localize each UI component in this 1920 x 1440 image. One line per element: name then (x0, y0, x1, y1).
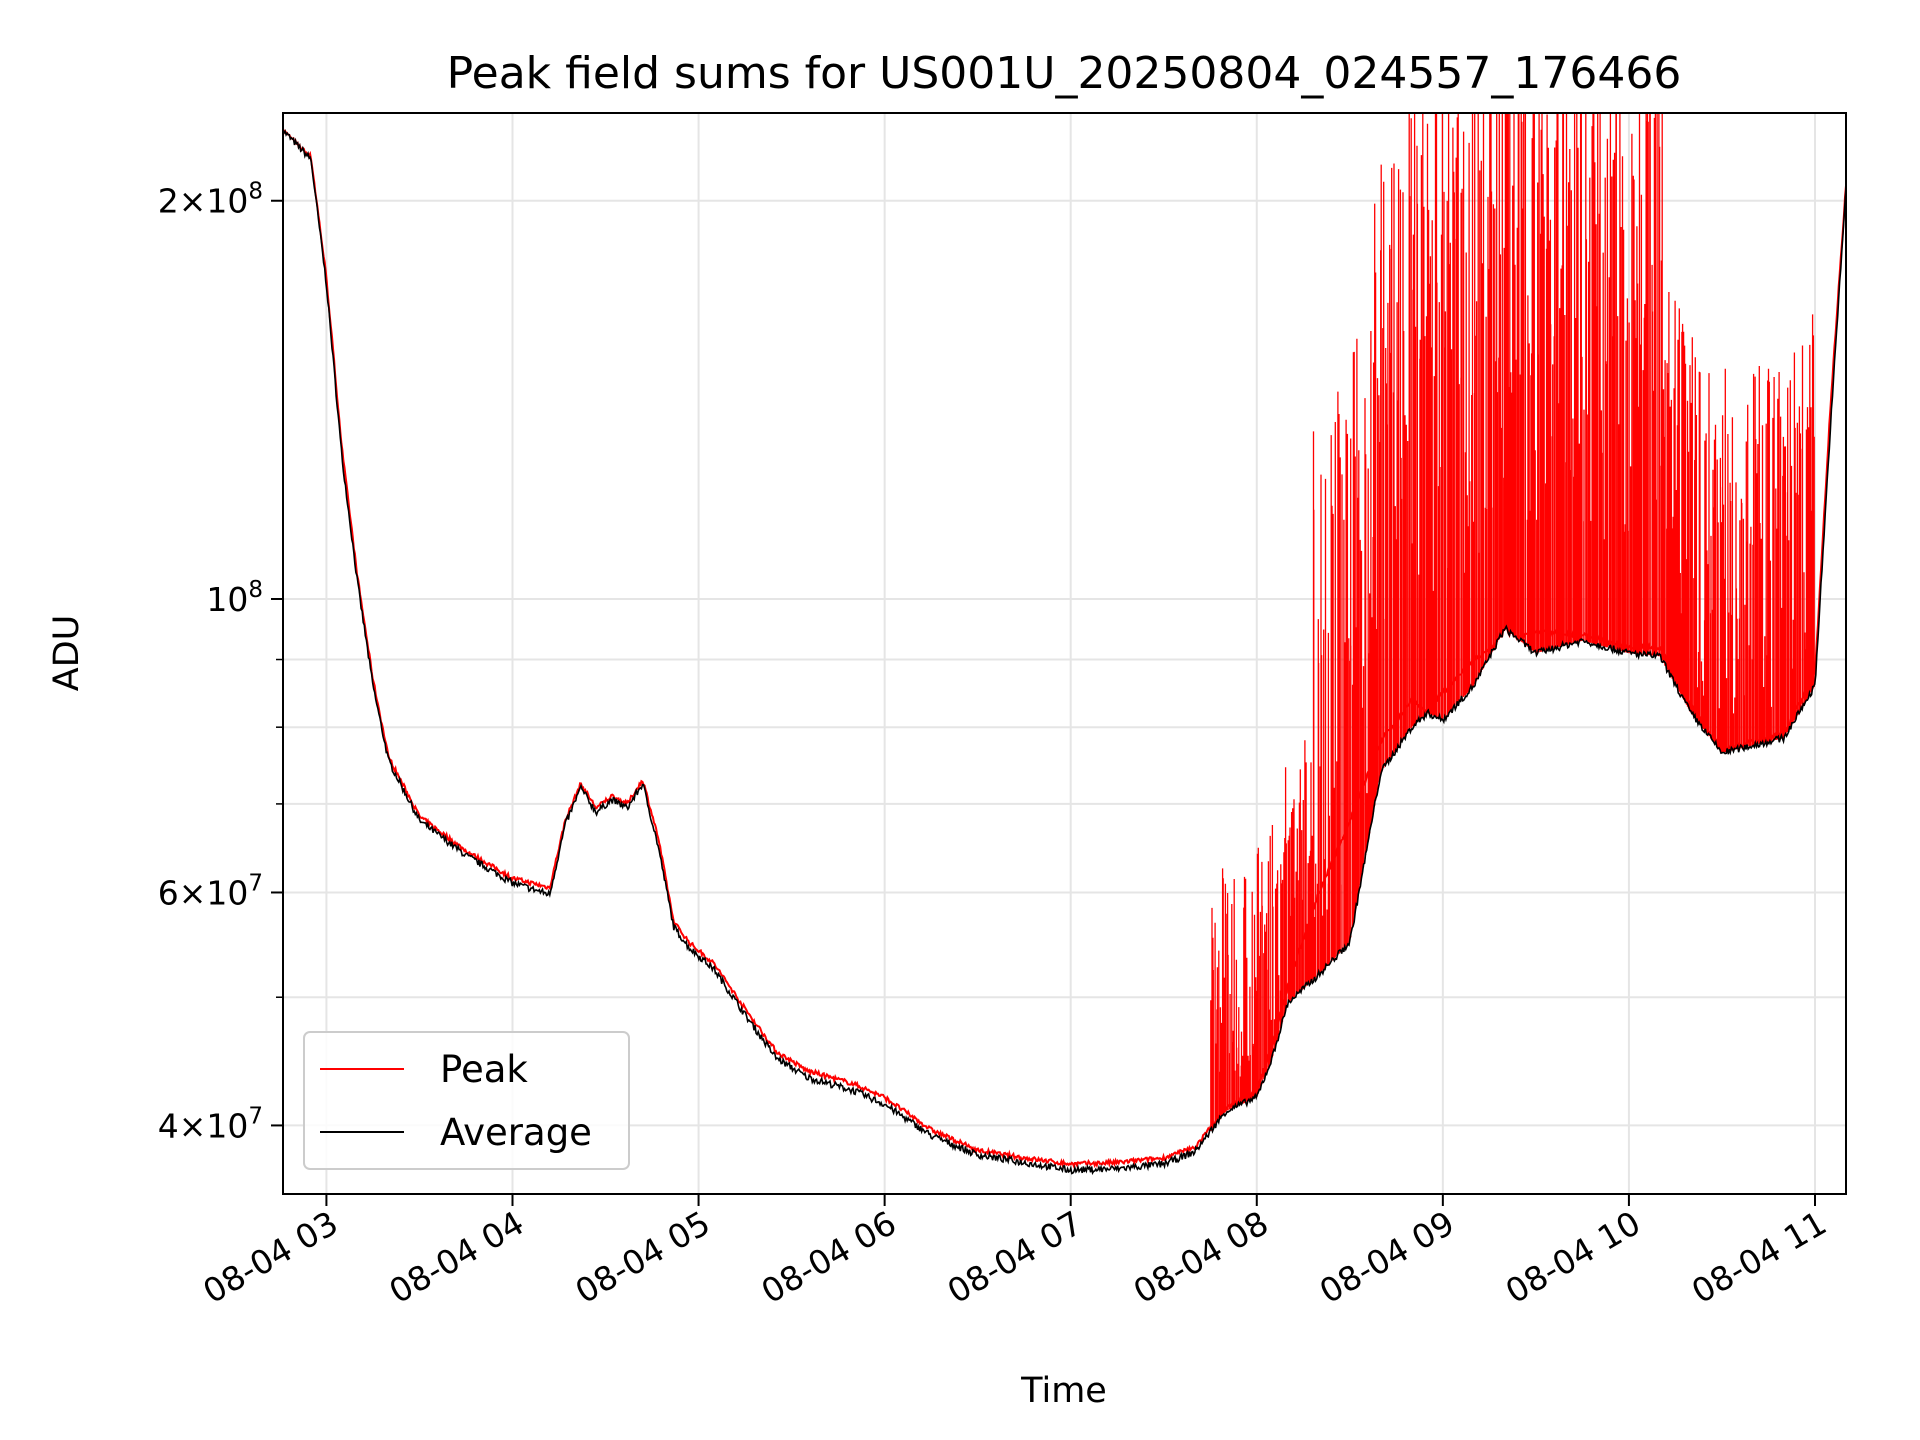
y-tick-times: × (179, 182, 207, 221)
legend-entry-peak: Peak (440, 1048, 528, 1091)
y-tick-mantissa: 4 (158, 1106, 179, 1145)
peak-spikes (1210, 113, 1815, 1131)
y-tick-mantissa: 2 (158, 182, 179, 221)
y-tick-exponent: 7 (248, 1103, 263, 1129)
x-axis-label: Time (1020, 1371, 1107, 1411)
y-tick-base: 10 (206, 580, 248, 619)
y-tick-times: × (179, 1106, 207, 1145)
y-tick-times: × (179, 873, 207, 912)
y-tick-label: 4×107 (158, 1103, 263, 1145)
legend: Peak Average (303, 1031, 630, 1170)
y-tick-exponent: 8 (248, 577, 263, 603)
legend-entry-average: Average (440, 1111, 592, 1154)
y-tick-base: 10 (206, 1106, 248, 1145)
y-axis-label: ADU (47, 615, 87, 692)
plot-frame (282, 112, 1847, 1195)
series-line-peak (283, 128, 1846, 1170)
y-tick-exponent: 8 (248, 179, 263, 205)
grid (283, 113, 1846, 1194)
chart-title: Peak field sums for US001U_20250804_0245… (447, 48, 1682, 99)
legend-box (303, 1031, 630, 1170)
y-tick-mantissa: 6 (158, 873, 179, 912)
y-tick-base: 10 (206, 182, 248, 221)
peak-spike-lines (1210, 113, 1815, 1131)
y-tick-label: 108 (206, 577, 263, 619)
y-tick-base: 10 (206, 873, 248, 912)
plot-area (283, 113, 1846, 1176)
y-tick-exponent: 7 (248, 870, 263, 896)
y-tick-label: 2×108 (158, 179, 263, 221)
series-line-average (283, 128, 1846, 1176)
y-tick-label: 6×107 (158, 870, 263, 912)
